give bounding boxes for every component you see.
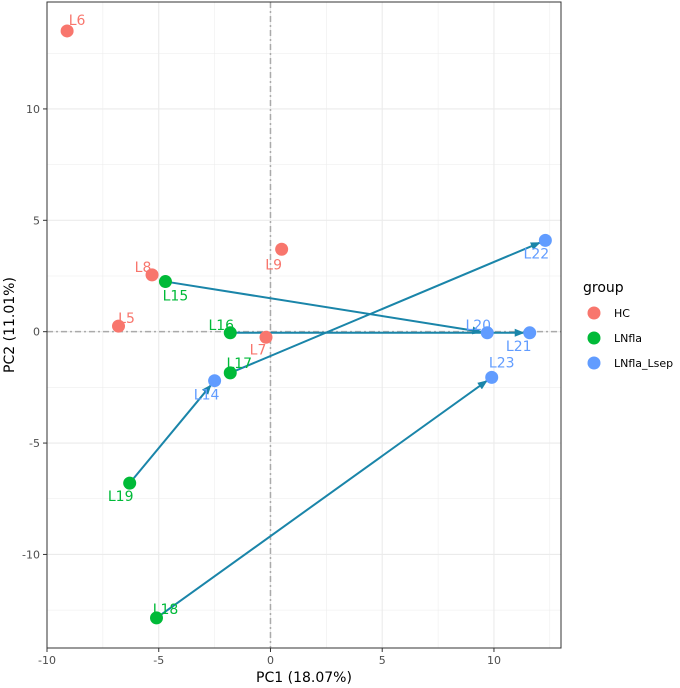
point-label-L20: L20: [465, 318, 491, 334]
point-L15: [158, 275, 172, 289]
legend-key-LNfla_Lsep: [587, 356, 601, 370]
point-label-L23: L23: [489, 355, 515, 371]
point-L7: [259, 330, 273, 344]
legend-title: group: [583, 280, 624, 296]
legend-label-HC: HC: [614, 307, 630, 320]
reference-lines: [47, 2, 561, 648]
arrow-L15-to-L20: [165, 280, 483, 335]
axes: -10 -5 0 5 10 -10 -5 0 5 10: [22, 103, 501, 667]
point-L9: [275, 242, 289, 256]
y-tick-label: 5: [33, 214, 40, 227]
point-labels: L5 L6 L7 L8 L9 L15 L16 L17 L18 L19 L14 L20 L21 L22 L23: [69, 13, 549, 618]
legend-key-HC: [587, 306, 601, 320]
point-label-L6: L6: [69, 13, 86, 29]
point-L17: [223, 366, 237, 380]
point-label-L22: L22: [524, 246, 550, 262]
x-tick-label: -10: [38, 654, 56, 667]
point-label-L18: L18: [153, 602, 179, 618]
point-label-L8: L8: [135, 260, 152, 276]
grid: [46, 2, 561, 648]
y-axis-title: PC2 (11.01%): [2, 277, 18, 373]
y-tick-label: -10: [22, 548, 40, 561]
point-L23: [485, 370, 499, 384]
point-label-L17: L17: [226, 356, 252, 372]
x-tick-label: 0: [267, 654, 274, 667]
point-label-L16: L16: [208, 318, 234, 334]
arrow-L19-to-L14: [128, 384, 212, 484]
point-L5: [112, 319, 126, 333]
plot-panel: [47, 2, 561, 648]
arrows: [128, 241, 541, 619]
point-L19: [123, 476, 137, 490]
point-label-L9: L9: [265, 257, 282, 273]
point-L20: [480, 326, 494, 340]
legend-key-LNfla: [587, 331, 601, 345]
point-label-L7: L7: [250, 342, 267, 358]
point-label-L21: L21: [506, 339, 532, 355]
legend-label-LNfla: LNfla: [614, 332, 642, 345]
point-L6: [60, 24, 74, 38]
point-L16: [223, 326, 237, 340]
legend-label-LNfla_Lsep: LNfla_Lsep: [614, 357, 673, 370]
point-label-L5: L5: [118, 311, 135, 327]
x-tick-label: 10: [487, 654, 501, 667]
y-tick-label: -5: [29, 437, 40, 450]
x-tick-label: -5: [153, 654, 164, 667]
plot-border: [46, 1, 562, 649]
point-L21: [523, 326, 537, 340]
legend: group HC LNfla LNfla_Lsep: [583, 280, 673, 370]
x-axis-title: PC1 (18.07%): [256, 670, 352, 686]
points: [60, 24, 552, 625]
point-label-L14: L14: [194, 388, 220, 404]
point-label-L19: L19: [108, 489, 134, 505]
point-L18: [150, 611, 164, 625]
point-L14: [208, 374, 222, 388]
point-L8: [145, 268, 159, 282]
arrow-L17-to-L22: [229, 241, 541, 374]
point-L22: [538, 233, 552, 247]
y-tick-label: 10: [26, 103, 40, 116]
arrow-L18-to-L23: [155, 380, 488, 619]
x-tick-label: 5: [379, 654, 386, 667]
point-label-L15: L15: [163, 289, 189, 305]
y-tick-label: 0: [33, 326, 40, 339]
